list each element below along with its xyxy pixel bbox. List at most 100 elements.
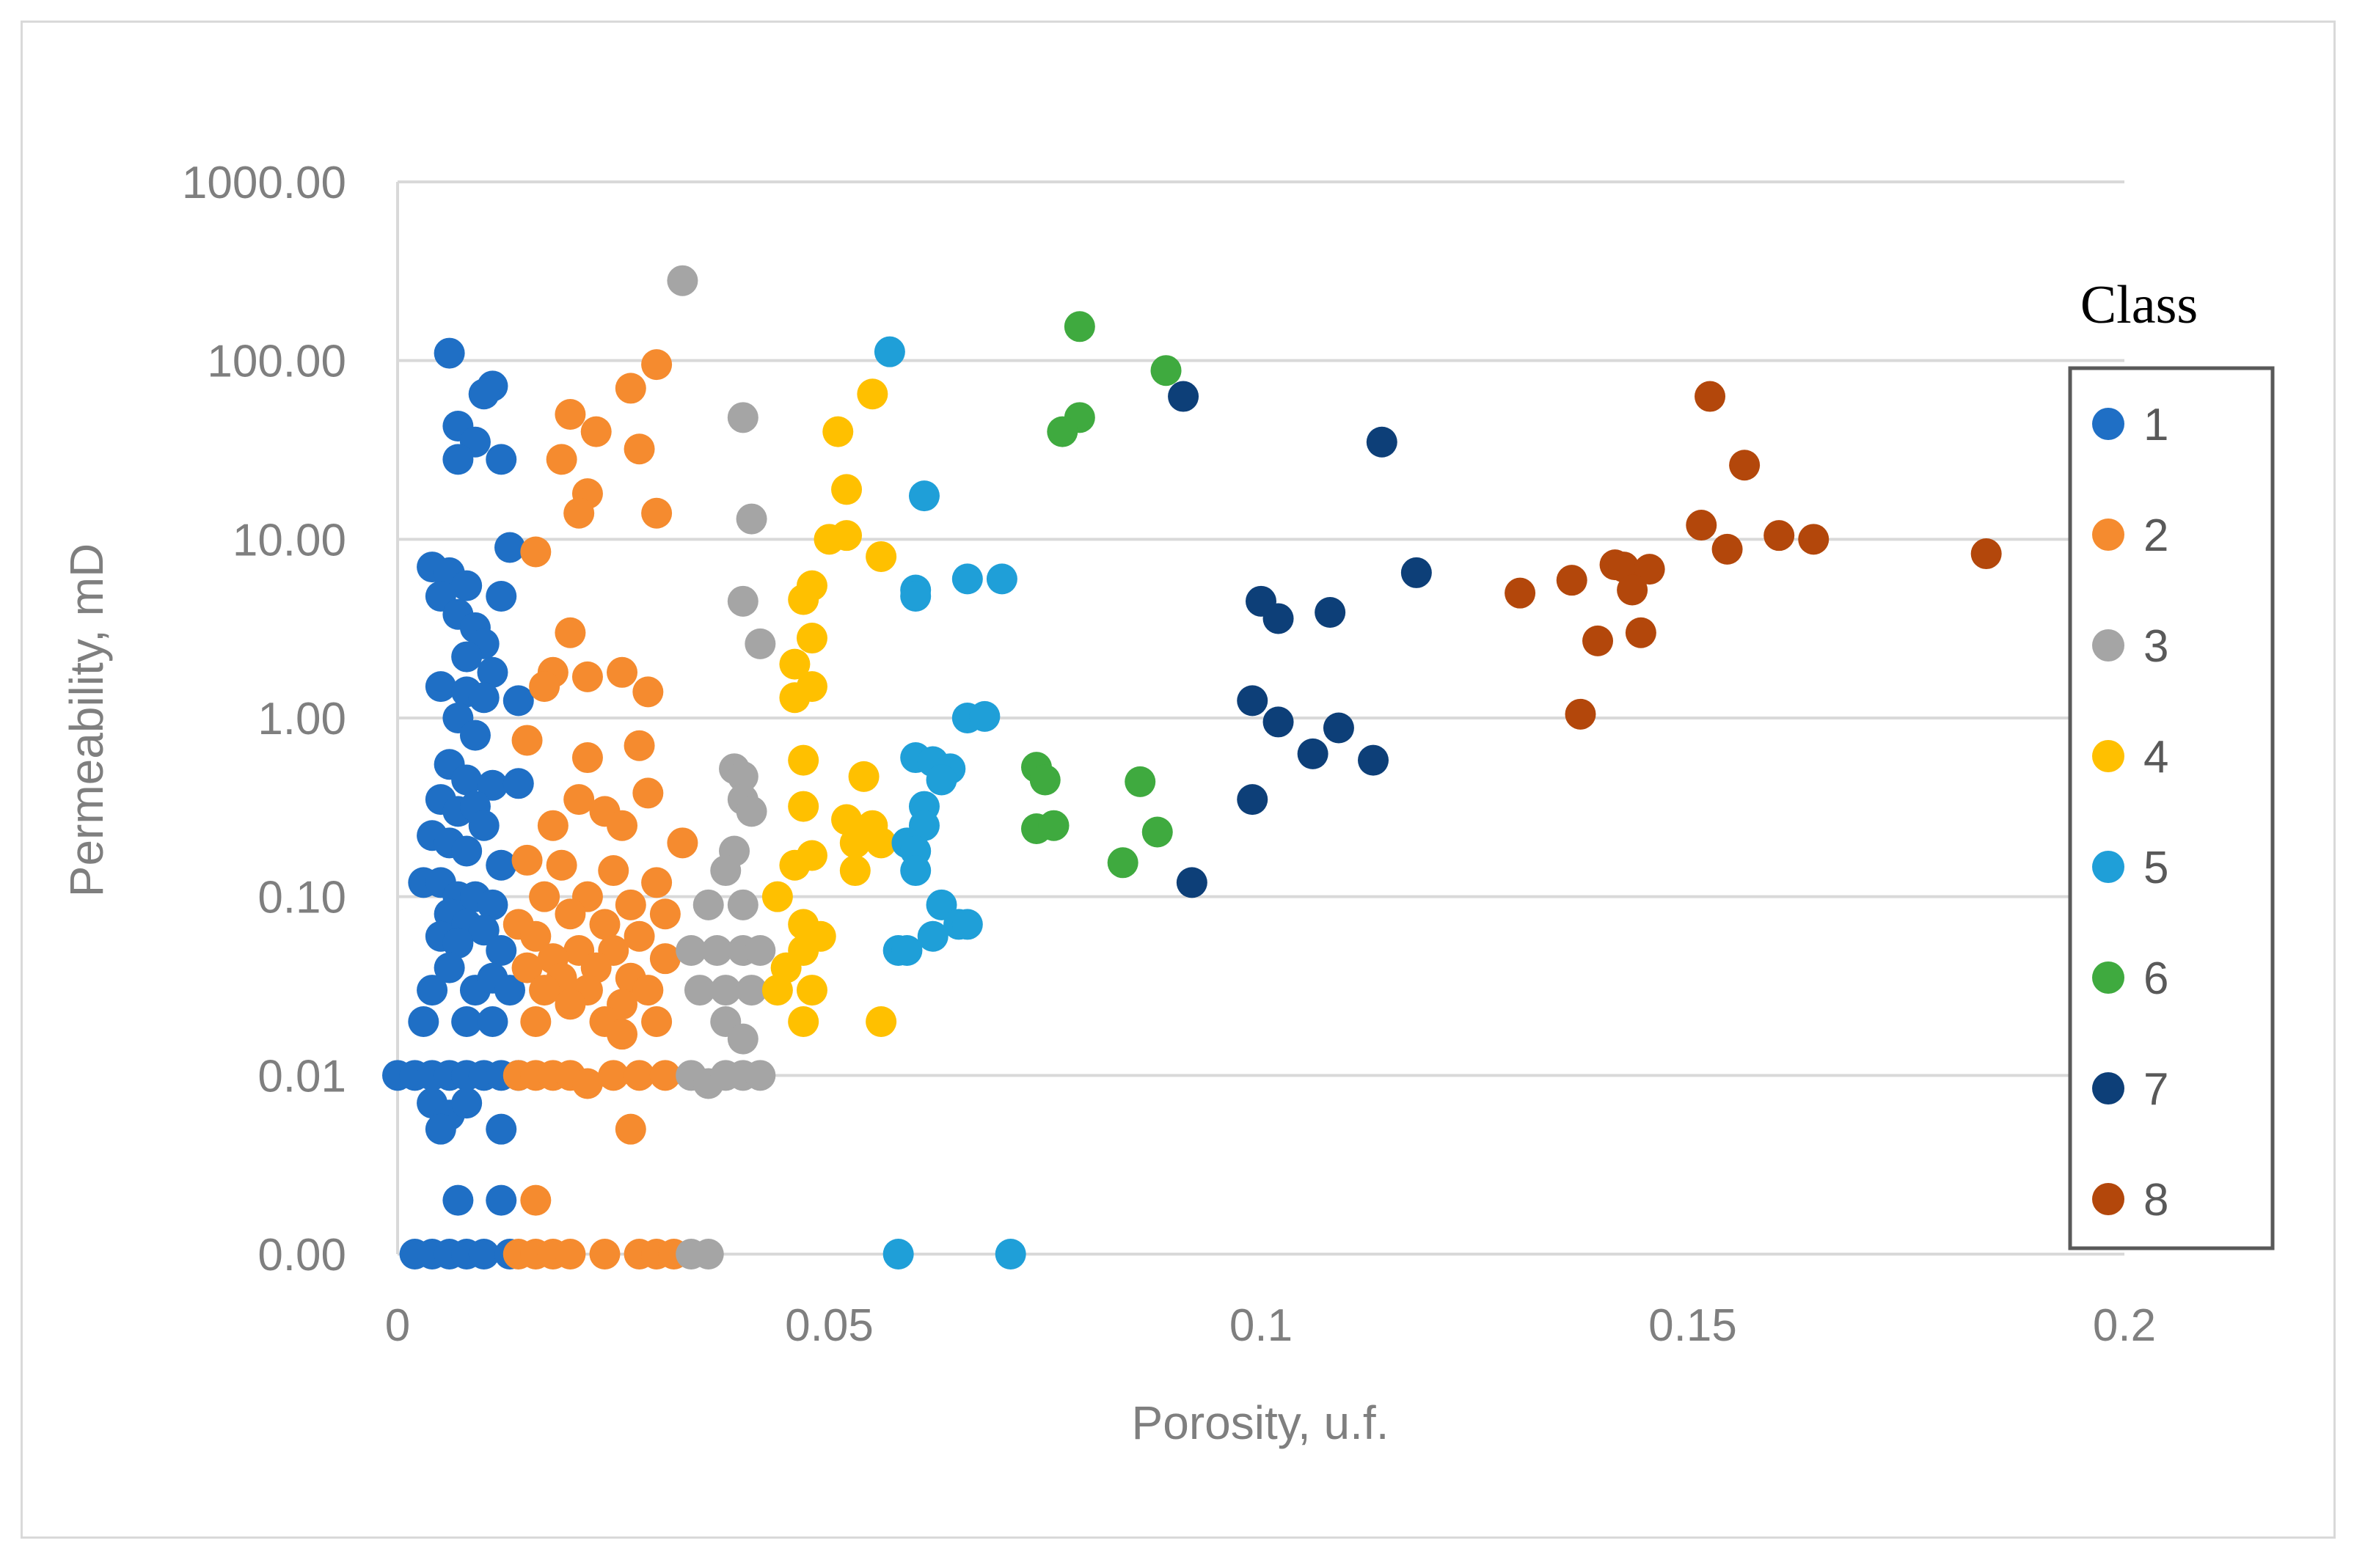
legend-label: 3 [2143,621,2168,672]
legend-label: 2 [2143,510,2168,561]
data-point [761,975,793,1006]
x-tick-label: 0.15 [1648,1300,1737,1351]
data-point [831,520,863,552]
data-point [451,641,483,673]
data-point [649,1060,681,1091]
x-tick-label: 0.2 [2093,1300,2156,1351]
data-point [1695,381,1726,412]
data-point [882,1239,914,1270]
data-point [468,915,500,946]
data-point [425,671,456,703]
data-point [779,648,811,680]
data-point [986,563,1017,595]
data-point [866,827,897,859]
data-point [486,444,517,475]
y-tick-label: 0.01 [257,1051,346,1102]
data-point [615,373,646,404]
data-point [667,827,698,859]
data-point [451,835,483,867]
y-tick-label: 0.10 [257,873,346,923]
y-tick-label: 0.00 [257,1230,346,1281]
data-point [1029,764,1061,796]
data-point [1582,625,1614,656]
data-point [520,920,552,952]
data-point [969,700,1001,732]
data-point [520,536,552,568]
legend-label: 5 [2143,843,2168,893]
data-point [866,541,897,572]
data-point [857,378,888,410]
data-point [520,1184,552,1216]
data-point [1237,685,1268,717]
data-point [788,744,819,776]
data-point [1366,426,1397,458]
data-point [874,336,905,367]
data-point [451,764,483,796]
data-point [908,480,940,512]
data-point [1711,533,1743,565]
data-point [1358,744,1389,776]
data-point [1763,520,1795,552]
data-point [1970,538,2002,570]
data-point [598,1060,629,1091]
data-point [451,1088,483,1119]
data-point [563,784,595,816]
data-point [866,1005,897,1037]
data-point [632,777,664,809]
data-point [1634,554,1665,585]
data-point [641,867,673,898]
data-point [1625,617,1656,648]
data-point [546,849,577,881]
data-point [736,975,767,1006]
data-point [546,444,577,475]
series-5 [874,336,1026,1270]
data-point [417,975,448,1006]
data-point [468,810,500,841]
data-point [1141,816,1173,848]
legend-label: 1 [2143,400,2168,450]
data-point [727,402,759,433]
data-point [779,682,811,714]
data-point [607,656,638,688]
data-point [477,889,508,920]
data-point [624,730,655,761]
data-point [736,796,767,827]
axes: 0.00 0.01 0.10 1.00 10.00 100.00 1000.00 0 0.05 0… [182,158,2156,1351]
data-point [607,1019,638,1050]
x-tick-label: 0.1 [1229,1300,1293,1351]
data-point [1400,557,1432,588]
data-point [727,889,759,920]
data-point [442,927,474,959]
data-point [1798,524,1830,555]
series-7 [1168,381,1432,898]
y-tick-label: 100.00 [207,337,346,387]
data-point [1125,766,1156,797]
data-point [1686,510,1717,541]
data-point [1150,355,1182,386]
data-point [1047,416,1078,447]
data-point [926,764,957,796]
data-point [434,952,465,983]
legend-label: 6 [2143,953,2168,1004]
legend-label: 4 [2143,732,2168,783]
series-8 [1505,381,2002,730]
series-1 [382,337,534,1270]
data-point [442,444,474,475]
data-point [761,881,793,912]
data-point [727,1023,759,1055]
data-point [710,975,742,1006]
data-point [555,898,586,930]
data-point [788,584,819,615]
y-tick-label: 10.00 [233,515,346,565]
data-point [451,570,483,601]
legend-marker [2092,408,2124,440]
data-point [632,676,664,708]
data-point [1176,867,1207,898]
data-point [1107,847,1138,879]
data-point [632,975,664,1006]
data-point [727,761,759,792]
data-point [425,1113,456,1145]
data-point [796,623,827,654]
data-point [1064,311,1095,342]
